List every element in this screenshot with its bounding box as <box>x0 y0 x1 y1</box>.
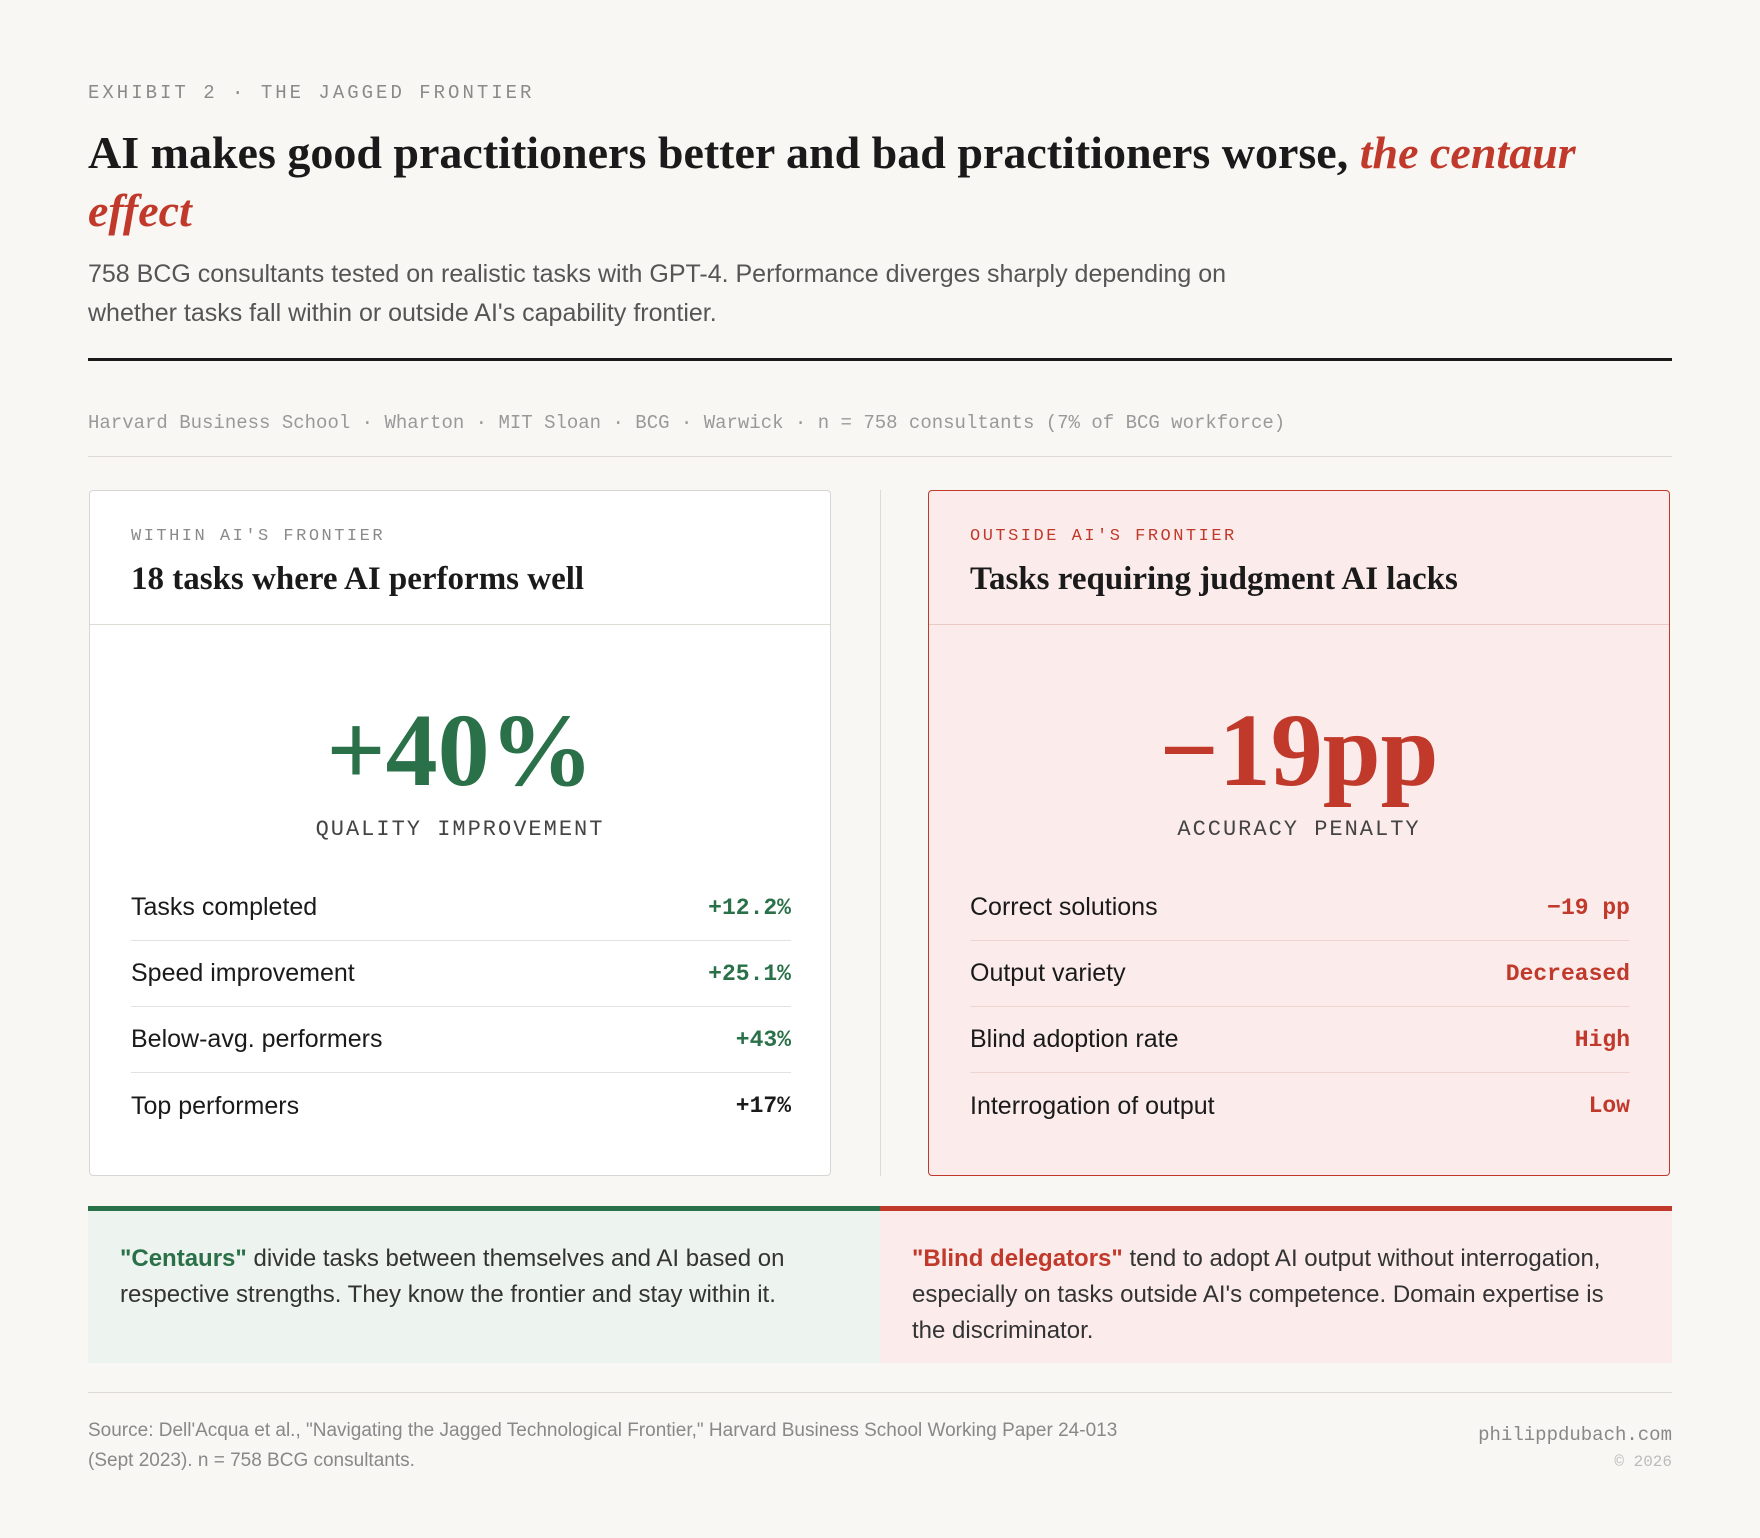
metric-row: Speed improvement +25.1% <box>131 941 791 1007</box>
note: "Blind delegators" tend to adopt AI outp… <box>880 1206 1672 1363</box>
metric-row: Correct solutions −19 pp <box>970 875 1630 941</box>
metric-row: Output variety Decreased <box>970 941 1630 1007</box>
card-divider <box>90 624 830 625</box>
metric-value: +12.2% <box>708 894 791 921</box>
card-divider <box>929 624 1669 625</box>
metric-label: Correct solutions <box>970 893 1158 921</box>
metric-label: Tasks completed <box>131 893 318 921</box>
metric-label: Output variety <box>970 959 1126 987</box>
big-label: ACCURACY PENALTY <box>1177 817 1421 842</box>
note-term: "Blind delegators" <box>912 1245 1123 1272</box>
card-eyebrow: OUTSIDE AI'S FRONTIER <box>970 527 1237 546</box>
rule <box>88 456 1672 457</box>
source-note: Source: Dell'Acqua et al., "Navigating t… <box>88 1420 1118 1471</box>
metric-value: High <box>1574 1026 1630 1053</box>
metric-value: +25.1% <box>708 960 791 987</box>
metric-value: +17% <box>735 1093 791 1119</box>
metric-value: Decreased <box>1505 960 1630 987</box>
title-accent: the centaur effect <box>88 127 1576 236</box>
metric-row: Interrogation of output Low <box>970 1073 1630 1139</box>
metric-label: Speed improvement <box>131 959 355 987</box>
sources: Harvard Business School · Wharton · MIT … <box>88 412 1286 434</box>
card: WITHIN AI'S FRONTIER 18 tasks where AI pe… <box>89 490 831 1176</box>
note-text: divide tasks between themselves and AI b… <box>120 1245 785 1308</box>
note-term: "Centaurs" <box>120 1245 247 1272</box>
metric-value: Low <box>1588 1093 1630 1119</box>
rule <box>88 1392 1672 1393</box>
card-title: Tasks requiring judgment AI lacks <box>970 561 1458 597</box>
big-number: +40% <box>326 693 594 808</box>
note: "Centaurs" divide tasks between themselv… <box>88 1206 880 1363</box>
metric-row: Tasks completed +12.2% <box>131 875 791 941</box>
big-number: −19pp <box>1159 693 1439 808</box>
note-text: tend to adopt AI output without interrog… <box>912 1245 1604 1344</box>
metric-label: Below-avg. performers <box>131 1025 383 1053</box>
big-label: QUALITY IMPROVEMENT <box>315 817 605 842</box>
copyright: © 2026 <box>1614 1453 1672 1471</box>
eyebrow: EXHIBIT 2 · THE JAGGED FRONTIER <box>88 82 535 104</box>
title-text: AI makes good practitioners better and b… <box>88 127 1360 178</box>
metric-value: −19 pp <box>1547 894 1630 921</box>
rule <box>88 358 1672 361</box>
metric-label: Interrogation of output <box>970 1091 1215 1120</box>
metric-row: Blind adoption rate High <box>970 1007 1630 1073</box>
metric-label: Top performers <box>131 1091 300 1120</box>
title: AI makes good practitioners better and b… <box>88 124 1688 240</box>
metric-value: +43% <box>735 1026 791 1053</box>
brand: philippdubach.com <box>1478 1424 1672 1446</box>
card-title: 18 tasks where AI performs well <box>131 561 585 597</box>
card-eyebrow: WITHIN AI'S FRONTIER <box>131 527 386 546</box>
metric-label: Blind adoption rate <box>970 1025 1179 1053</box>
subtitle: 758 BCG consultants tested on realistic … <box>88 260 1227 327</box>
metric-row: Top performers +17% <box>131 1073 791 1139</box>
divider <box>880 490 881 1176</box>
card: OUTSIDE AI'S FRONTIER Tasks requiring jud… <box>928 490 1670 1176</box>
metric-row: Below-avg. performers +43% <box>131 1007 791 1073</box>
